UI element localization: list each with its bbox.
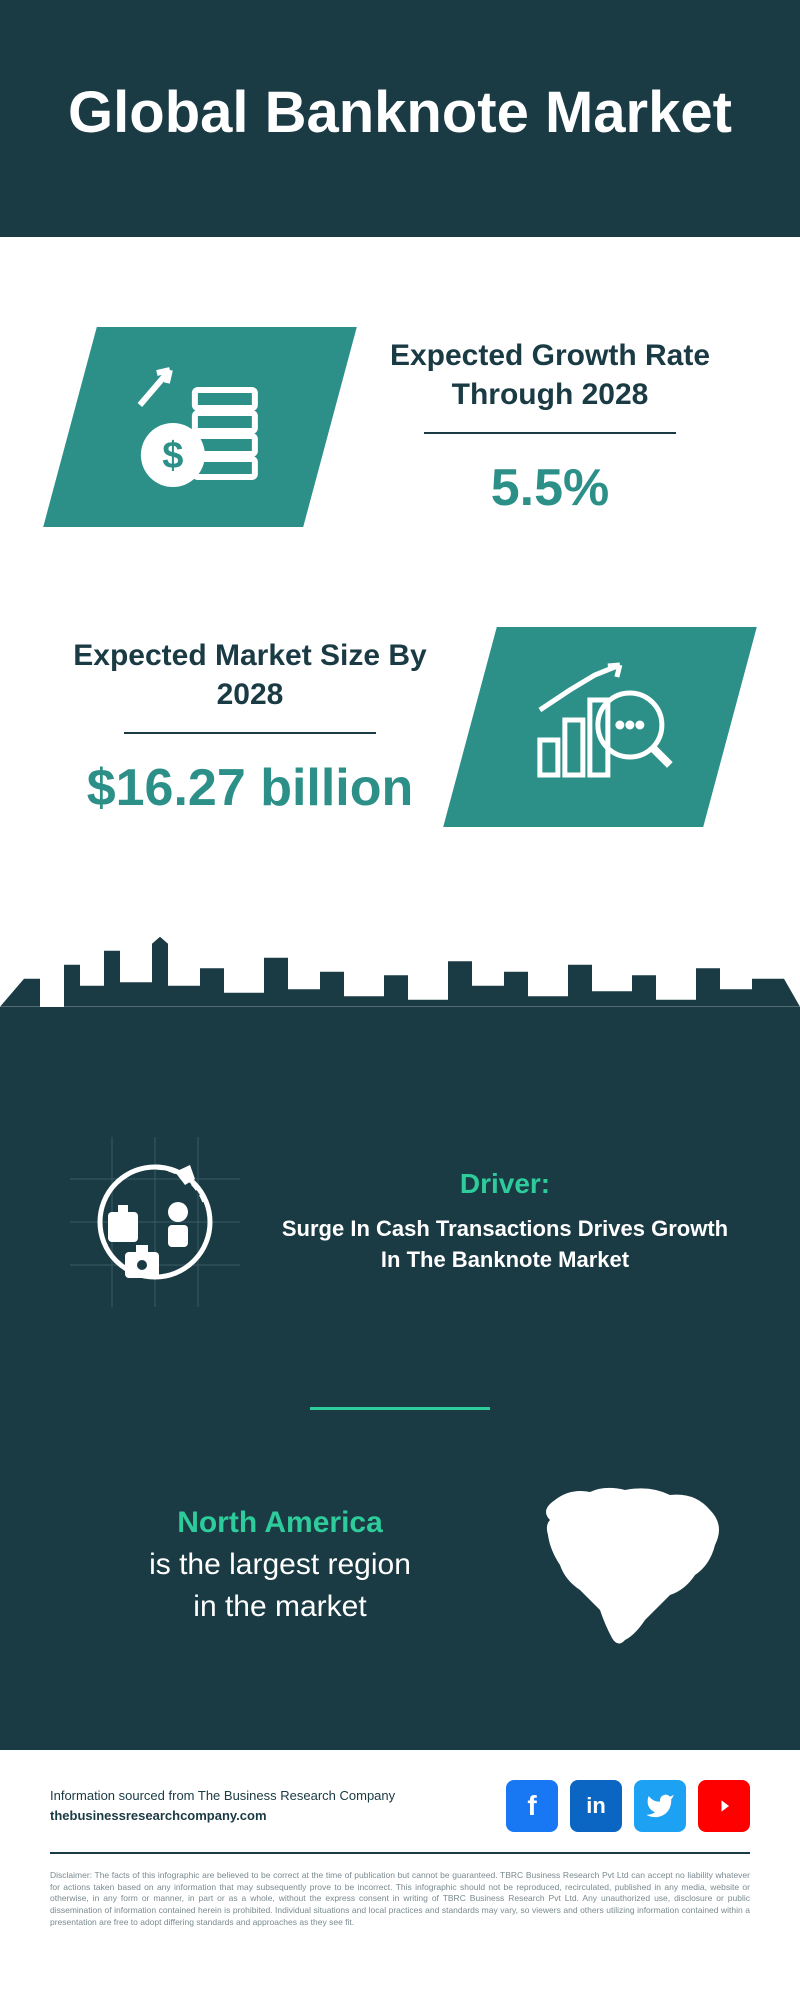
business-circle-icon: [70, 1137, 240, 1307]
divider: [310, 1407, 490, 1410]
driver-row: Driver: Surge In Cash Transactions Drive…: [70, 1137, 730, 1367]
social-icons: f in: [506, 1780, 750, 1832]
driver-description: Surge In Cash Transactions Drives Growth…: [280, 1214, 730, 1276]
market-icon-panel: [443, 627, 757, 827]
svg-text:$: $: [162, 434, 183, 476]
growth-label: Expected Growth Rate Through 2028: [370, 336, 730, 414]
driver-label: Driver:: [280, 1168, 730, 1200]
north-america-map-icon: [530, 1480, 730, 1650]
source-text: Information sourced from The Business Re…: [50, 1786, 395, 1825]
growth-text: Expected Growth Rate Through 2028 5.5%: [370, 336, 730, 518]
chart-magnify-icon: [520, 649, 680, 804]
market-label: Expected Market Size By 2028: [70, 636, 430, 714]
stats-section: $ Expected Growth Rate Through 2028 5.5%: [0, 267, 800, 1007]
growth-stat-row: $ Expected Growth Rate Through 2028 5.5%: [70, 327, 730, 527]
driver-text: Driver: Surge In Cash Transactions Drive…: [280, 1168, 730, 1276]
page-title: Global Banknote Market: [40, 80, 760, 147]
market-text: Expected Market Size By 2028 $16.27 bill…: [70, 636, 430, 818]
region-highlight: North America: [177, 1506, 383, 1539]
divider: [124, 732, 376, 734]
youtube-icon[interactable]: [698, 1780, 750, 1832]
source-site: thebusinessresearchcompany.com: [50, 1808, 267, 1823]
linkedin-icon[interactable]: in: [570, 1780, 622, 1832]
growth-icon-panel: $: [43, 327, 357, 527]
footer: Information sourced from The Business Re…: [0, 1750, 800, 1949]
skyline-graphic: [0, 1007, 800, 1137]
region-line2: in the market: [193, 1590, 366, 1623]
footer-top: Information sourced from The Business Re…: [50, 1780, 750, 1854]
region-row: North America is the largest region in t…: [70, 1480, 730, 1690]
facebook-icon[interactable]: f: [506, 1780, 558, 1832]
market-size-stat-row: Expected Market Size By 2028 $16.27 bill…: [70, 627, 730, 827]
money-growth-icon: $: [125, 354, 275, 499]
market-value: $16.27 billion: [70, 758, 430, 818]
dark-section: Driver: Surge In Cash Transactions Drive…: [0, 1137, 800, 1750]
growth-value: 5.5%: [370, 458, 730, 518]
disclaimer-text: Disclaimer: The facts of this infographi…: [50, 1870, 750, 1929]
spacer: [0, 237, 800, 267]
header: Global Banknote Market: [0, 0, 800, 237]
divider: [424, 432, 676, 434]
twitter-icon[interactable]: [634, 1780, 686, 1832]
region-line1: is the largest region: [149, 1548, 411, 1581]
region-text: North America is the largest region in t…: [70, 1502, 490, 1628]
source-prefix: Information sourced from The Business Re…: [50, 1788, 395, 1803]
